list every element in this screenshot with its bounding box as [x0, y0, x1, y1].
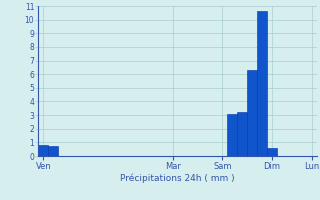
X-axis label: Précipitations 24h ( mm ): Précipitations 24h ( mm ) [120, 173, 235, 183]
Bar [38, 145, 48, 156]
Bar [247, 70, 257, 156]
Bar [237, 112, 247, 156]
Bar [48, 146, 58, 156]
Bar [267, 148, 277, 156]
Bar [257, 11, 267, 156]
Bar [227, 114, 237, 156]
